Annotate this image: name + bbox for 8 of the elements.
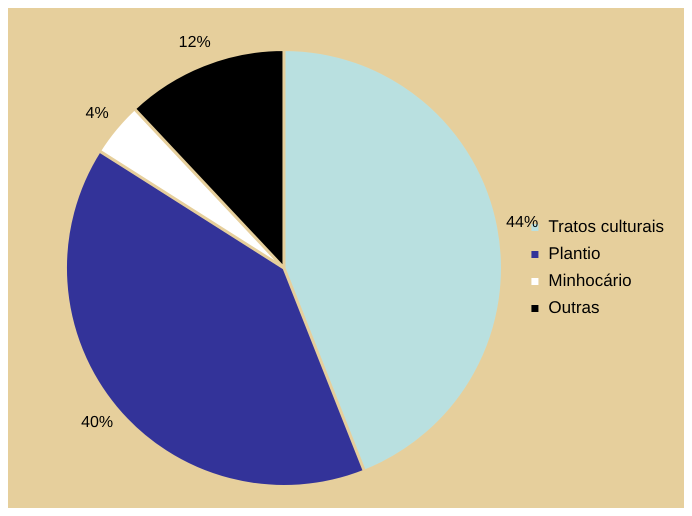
data-label: 4%: [86, 104, 109, 122]
data-label: 44%: [506, 214, 538, 231]
legend-label: Plantio: [548, 244, 600, 264]
data-label: 40%: [81, 414, 114, 431]
data-label: 12%: [178, 34, 211, 51]
legend-label: Tratos culturais: [548, 217, 664, 236]
legend-label: Minhocário: [548, 271, 632, 290]
legend-label: Outras: [548, 298, 600, 318]
